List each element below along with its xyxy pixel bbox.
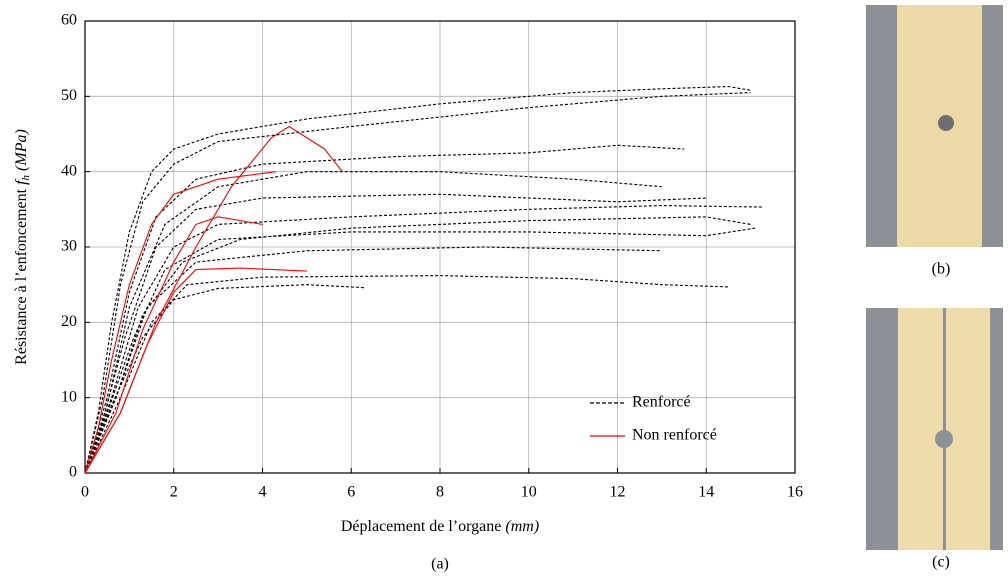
x-axis-label-text: Déplacement de l’organe bbox=[341, 518, 502, 535]
y-tick-label: 0 bbox=[69, 464, 77, 481]
y-tick-label: 20 bbox=[61, 313, 77, 330]
plot-frame bbox=[84, 20, 796, 474]
y-tick-label: 60 bbox=[61, 12, 77, 29]
y-axis-symbol: f bbox=[13, 178, 30, 185]
y-axis-label-text: Résistance à l’enfoncement bbox=[13, 188, 30, 364]
photo-c-hole bbox=[935, 430, 953, 448]
x-tick-label: 0 bbox=[81, 484, 89, 501]
curve bbox=[84, 216, 751, 474]
caption: (c) bbox=[932, 554, 950, 571]
curve bbox=[84, 171, 662, 474]
curve bbox=[84, 216, 263, 474]
legend-label: Renforcé bbox=[632, 394, 691, 411]
y-tick-label: 50 bbox=[61, 87, 77, 104]
x-tick-label: 14 bbox=[698, 484, 714, 501]
curve bbox=[84, 144, 685, 474]
photo-c-wood-right bbox=[946, 308, 990, 550]
curve bbox=[84, 85, 751, 474]
y-axis-subscript: h bbox=[20, 174, 32, 180]
x-axis-unit: (mm) bbox=[505, 518, 539, 535]
curve bbox=[84, 246, 662, 474]
y-tick-label: 30 bbox=[61, 238, 77, 255]
curve bbox=[84, 171, 276, 474]
caption: (b) bbox=[932, 261, 951, 278]
photo-c-wood-left bbox=[898, 308, 943, 550]
curve bbox=[84, 267, 307, 474]
y-axis-label: Résistance à l’enfoncement fh (MPa) bbox=[13, 129, 34, 365]
curve bbox=[84, 275, 729, 474]
curve bbox=[84, 205, 764, 474]
x-tick-label: 10 bbox=[521, 484, 537, 501]
photo-b-dowel bbox=[938, 115, 954, 131]
x-axis-label: Déplacement de l’organe (mm) bbox=[341, 518, 539, 535]
x-tick-label: 16 bbox=[787, 484, 803, 501]
y-tick-label: 10 bbox=[61, 388, 77, 405]
y-tick-label: 40 bbox=[61, 162, 77, 179]
curve bbox=[84, 92, 751, 474]
curve bbox=[84, 227, 756, 474]
curve bbox=[84, 284, 365, 474]
x-tick-label: 12 bbox=[610, 484, 626, 501]
y-axis-unit: (MPa) bbox=[13, 129, 30, 171]
curve bbox=[84, 125, 343, 474]
x-tick-label: 8 bbox=[436, 484, 444, 501]
legend-label: Non renforcé bbox=[632, 427, 717, 444]
x-tick-label: 2 bbox=[170, 484, 178, 501]
caption: (a) bbox=[431, 556, 449, 573]
curve bbox=[84, 193, 707, 474]
x-tick-label: 6 bbox=[347, 484, 355, 501]
x-tick-label: 4 bbox=[259, 484, 267, 501]
